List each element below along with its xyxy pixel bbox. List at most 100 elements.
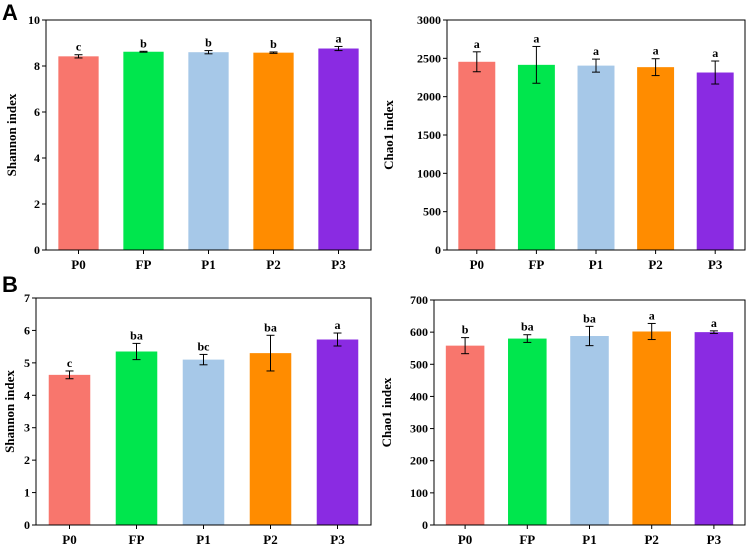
y-axis-label: Chao1 index <box>379 377 394 447</box>
category-label: P0 <box>71 257 85 272</box>
y-tick-label: 3 <box>24 421 30 435</box>
significance-label: a <box>474 37 480 51</box>
significance-label: a <box>711 316 717 330</box>
significance-label: a <box>335 318 341 332</box>
bar-p0 <box>48 374 91 525</box>
category-label: P3 <box>708 257 723 272</box>
category-label: P3 <box>707 532 722 547</box>
bar-p1 <box>570 336 609 525</box>
y-tick-label: 8 <box>34 59 40 73</box>
bar-p0 <box>58 56 99 251</box>
y-tick-label: 1000 <box>417 166 441 180</box>
significance-label: a <box>712 46 718 60</box>
bar-p3 <box>696 72 734 251</box>
category-label: P0 <box>458 532 472 547</box>
significance-label: b <box>205 36 212 50</box>
significance-label: bc <box>198 339 211 353</box>
significance-label: a <box>653 44 659 58</box>
plot-frame <box>433 299 746 526</box>
y-tick-label: 4 <box>34 151 40 165</box>
category-label: P3 <box>330 532 345 547</box>
category-label: P1 <box>589 257 603 272</box>
y-tick-label: 2000 <box>417 90 441 104</box>
y-tick-label: 300 <box>410 422 428 436</box>
bar-p1 <box>188 52 229 251</box>
category-label: P2 <box>644 532 658 547</box>
significance-label: ba <box>130 328 143 342</box>
y-tick-label: 0 <box>435 243 441 257</box>
significance-label: a <box>533 31 539 45</box>
category-label: FP <box>528 257 544 272</box>
bar-p2 <box>249 353 292 525</box>
category-label: P0 <box>470 257 484 272</box>
bar-p2 <box>632 331 671 525</box>
y-tick-label: 0 <box>24 518 30 532</box>
significance-label: b <box>270 37 277 51</box>
y-tick-label: 6 <box>24 323 30 337</box>
bar-p3 <box>318 48 359 250</box>
category-label: P1 <box>582 532 596 547</box>
bar-p1 <box>577 65 615 250</box>
y-tick-label: 200 <box>410 454 428 468</box>
y-tick-label: 7 <box>24 291 30 305</box>
y-tick-label: 100 <box>410 486 428 500</box>
y-tick-label: 2 <box>34 197 40 211</box>
significance-label: ba <box>583 311 596 325</box>
y-axis-label: Shannon index <box>4 93 19 176</box>
significance-label: c <box>67 356 73 370</box>
plot-frame <box>45 19 372 251</box>
y-tick-label: 2 <box>24 453 30 467</box>
y-tick-label: 0 <box>34 243 40 257</box>
significance-label: b <box>140 36 147 50</box>
bar-fp <box>115 351 158 525</box>
panel-label-a: A <box>2 0 18 25</box>
y-tick-label: 2500 <box>417 51 441 65</box>
category-label: P1 <box>201 257 215 272</box>
y-axis-label: Shannon index <box>2 370 17 453</box>
bar-fp <box>508 338 547 525</box>
category-label: P2 <box>266 257 280 272</box>
y-tick-label: 4 <box>24 388 30 402</box>
y-axis-label: Chao1 index <box>381 100 396 170</box>
bar-p2 <box>253 52 294 250</box>
y-tick-label: 400 <box>410 389 428 403</box>
significance-label: a <box>649 308 655 322</box>
shannon-chart-b: 0 1 2 3 4 5 6 7 Shannon index c P0 ba FP bc P1 ba P2 a P3 <box>2 291 372 547</box>
category-label: P3 <box>331 257 346 272</box>
panel-label-b: B <box>2 272 18 297</box>
category-label: FP <box>129 532 145 547</box>
bar-p0 <box>458 61 496 251</box>
significance-label: c <box>76 40 82 54</box>
bar-fp <box>123 51 164 250</box>
y-tick-label: 6 <box>34 105 40 119</box>
chao1-chart-a: 0 500 1000 1500 2000 2500 3000 Chao1 index a P0 a F… <box>381 13 746 272</box>
y-tick-label: 600 <box>410 325 428 339</box>
bar-fp <box>517 64 555 250</box>
category-label: P2 <box>648 257 662 272</box>
y-tick-label: 1500 <box>417 128 441 142</box>
y-tick-label: 500 <box>423 205 441 219</box>
y-tick-label: 700 <box>410 293 428 307</box>
bar-p3 <box>316 339 359 525</box>
significance-label: a <box>593 44 599 58</box>
y-tick-label: 500 <box>410 357 428 371</box>
shannon-chart-a: 0 2 4 6 8 10 Shannon index c P0 b FP b P1 b P2 a P3 <box>4 13 372 272</box>
y-tick-label: 1 <box>24 486 30 500</box>
bar-p0 <box>445 345 485 525</box>
y-tick-label: 5 <box>24 356 30 370</box>
y-tick-label: 0 <box>422 518 428 532</box>
plot-frame <box>446 19 746 251</box>
bar-p1 <box>182 359 225 525</box>
category-label: FP <box>519 532 535 547</box>
bar-p3 <box>694 332 734 525</box>
category-label: FP <box>136 257 152 272</box>
chao1-chart-b: 0 100 200 300 400 500 600 700 Chao1 index b P0 ba FP… <box>379 293 746 547</box>
category-label: P1 <box>196 532 210 547</box>
bar-p2 <box>637 67 675 251</box>
y-tick-label: 10 <box>28 13 40 27</box>
plot-frame <box>35 297 372 526</box>
category-label: P2 <box>263 532 277 547</box>
y-tick-label: 3000 <box>417 13 441 27</box>
category-label: P0 <box>62 532 76 547</box>
significance-label: ba <box>264 320 277 334</box>
